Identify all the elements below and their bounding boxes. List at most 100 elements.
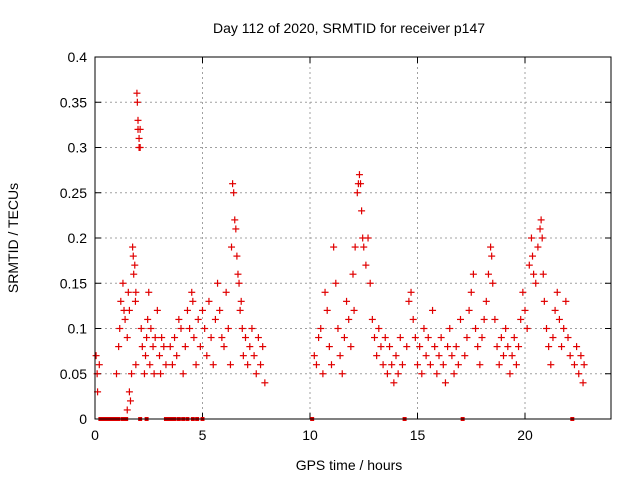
data-point — [157, 370, 165, 378]
data-point — [360, 243, 368, 251]
data-point — [543, 325, 550, 332]
x-tick-label: 20 — [517, 427, 533, 443]
data-point — [409, 315, 417, 323]
data-point — [136, 125, 144, 133]
data-point — [405, 297, 413, 305]
data-point — [463, 334, 471, 342]
data-point — [199, 306, 206, 314]
data-point — [444, 343, 452, 351]
data-point — [228, 243, 236, 251]
data-point — [160, 343, 168, 351]
data-point — [246, 343, 254, 351]
data-point — [379, 361, 387, 369]
data-point — [129, 252, 137, 260]
data-point — [325, 343, 333, 351]
data-point — [189, 297, 197, 305]
data-point — [553, 288, 561, 296]
data-point — [472, 325, 480, 332]
data-point — [469, 270, 477, 278]
data-point — [175, 315, 183, 323]
data-point — [562, 297, 570, 305]
data-point — [257, 361, 265, 369]
data-point — [115, 343, 123, 351]
data-points — [92, 89, 588, 421]
data-point — [506, 370, 514, 378]
y-tick-label: 0.3 — [68, 140, 88, 156]
data-point — [92, 352, 100, 360]
data-point — [330, 243, 338, 251]
data-point — [375, 325, 383, 332]
data-point — [188, 288, 196, 296]
data-point — [351, 243, 359, 251]
data-point — [435, 352, 443, 360]
y-axis-label: SRMTID / TECUs — [5, 183, 21, 293]
data-point — [510, 334, 518, 342]
data-point — [147, 325, 155, 332]
data-point — [448, 352, 456, 360]
data-point — [441, 379, 449, 387]
data-point — [515, 343, 523, 351]
data-point — [158, 334, 166, 342]
data-point — [131, 261, 139, 269]
data-point — [340, 334, 348, 342]
data-point — [126, 397, 134, 405]
data-point — [579, 379, 587, 387]
data-point — [237, 297, 245, 305]
data-point — [250, 352, 258, 360]
data-point — [143, 334, 151, 342]
data-point — [500, 352, 507, 360]
data-point — [426, 361, 434, 369]
data-point — [254, 334, 262, 342]
data-point — [502, 325, 510, 332]
data-point — [259, 343, 267, 351]
data-point — [575, 370, 583, 378]
data-point — [547, 361, 555, 369]
data-point — [482, 297, 490, 305]
data-point — [218, 334, 226, 342]
data-point — [353, 189, 361, 197]
data-point — [125, 388, 133, 396]
data-point — [517, 315, 525, 323]
data-point — [386, 343, 394, 351]
data-point — [162, 361, 170, 369]
data-point — [203, 352, 211, 360]
data-point — [540, 297, 548, 305]
data-point — [248, 325, 256, 332]
data-point — [437, 334, 445, 342]
data-point — [377, 343, 385, 351]
data-point — [207, 334, 215, 342]
data-point — [177, 325, 185, 332]
data-point — [131, 297, 139, 305]
y-tick-label: 0.15 — [60, 275, 87, 291]
data-point — [366, 279, 374, 287]
data-point — [145, 288, 153, 296]
data-point — [233, 252, 241, 260]
data-point — [465, 306, 473, 314]
data-point — [192, 361, 200, 369]
data-point — [125, 306, 133, 314]
data-point — [133, 89, 141, 97]
data-point — [508, 352, 516, 360]
data-point — [332, 279, 340, 287]
data-point — [137, 325, 145, 332]
data-point — [349, 270, 357, 278]
data-point — [357, 180, 365, 188]
data-point — [478, 334, 486, 342]
x-tick-label: 15 — [410, 427, 426, 443]
data-point — [239, 352, 247, 360]
data-point — [424, 334, 432, 342]
data-point — [362, 261, 370, 269]
data-point — [420, 325, 428, 332]
x-tick-label: 10 — [302, 427, 318, 443]
data-point — [129, 243, 137, 251]
data-point — [396, 334, 404, 342]
data-point — [347, 343, 355, 351]
data-point — [519, 288, 527, 296]
data-point — [383, 370, 391, 378]
x-axis-label: GPS time / hours — [296, 457, 403, 473]
data-point — [224, 325, 232, 332]
data-point — [95, 361, 103, 369]
data-point — [488, 252, 496, 260]
data-point — [358, 207, 366, 215]
